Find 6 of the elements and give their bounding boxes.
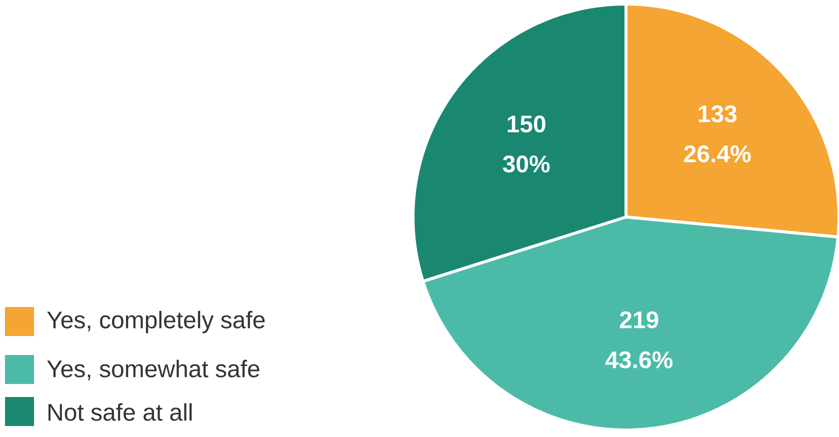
legend-label: Not safe at all [48,403,192,421]
legend-label: Yes, completely safe [47,310,265,334]
data-label: 219 43.6% [605,311,673,368]
data-label: 150 30% [502,116,550,173]
data-label: 133 26.4% [684,105,751,162]
legend-label: Yes, somewhat safe [47,360,260,380]
